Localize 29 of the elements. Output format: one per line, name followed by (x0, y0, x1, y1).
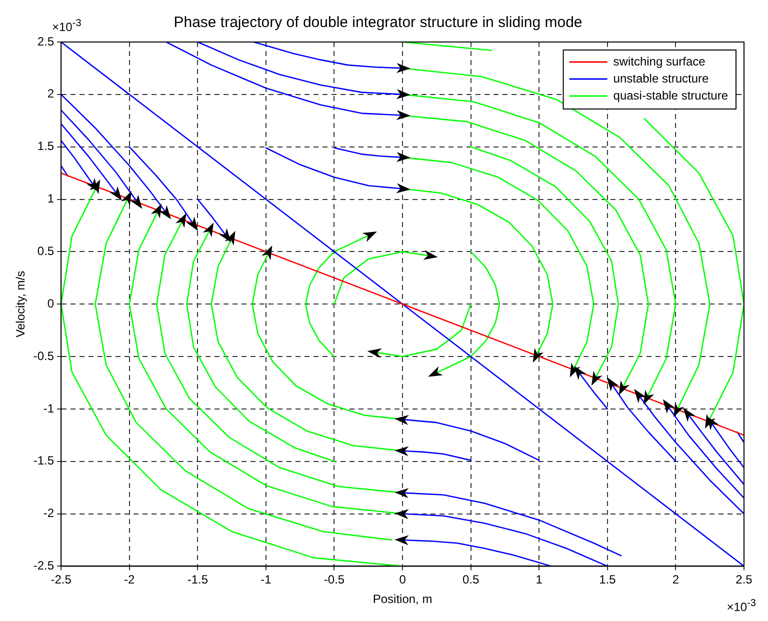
y-tick-label: 0.5 (37, 244, 54, 258)
y-tick-label: 2.5 (37, 34, 54, 48)
legend-label: switching surface (613, 54, 706, 68)
legend-label: quasi-stable structure (613, 88, 728, 102)
x-tick-label: 2.5 (736, 572, 753, 587)
x-tick-label: 1.5 (599, 572, 616, 587)
text: ×10$^{-3}$ (726, 598, 756, 614)
y-tick-label: -1.5 (33, 454, 54, 468)
y-tick-label: -1 (43, 401, 54, 416)
y-tick-label: -2.5 (33, 558, 54, 573)
x-tick-label: 0.5 (462, 572, 480, 587)
x-tick-label: 1 (536, 572, 543, 587)
y-tick-label: 1 (47, 192, 54, 206)
x-tick-label: 2 (672, 572, 680, 587)
x-tick-label: -0.5 (324, 572, 345, 587)
text: ×10$^{-3}$ (52, 18, 82, 34)
x-tick-label: -1.5 (187, 572, 208, 587)
y-tick-label: 0 (47, 296, 54, 310)
y-tick-label: -0.5 (33, 348, 54, 363)
y-tick-label: 2 (47, 86, 54, 101)
x-tick-label: 0 (399, 572, 406, 587)
y-tick-label: 1.5 (37, 139, 54, 154)
chart-title: Phase trajectory of double integrator structure in sliding mode (174, 14, 582, 32)
legend-label: unstable structure (613, 71, 709, 86)
x-axis-title: Position, m (372, 592, 432, 606)
x-tick-label: -1 (260, 572, 272, 587)
x-tick-label: -2 (124, 572, 136, 587)
y-axis-title: Velocity, m/s (14, 270, 28, 338)
y-tick-label: -2 (43, 506, 54, 520)
